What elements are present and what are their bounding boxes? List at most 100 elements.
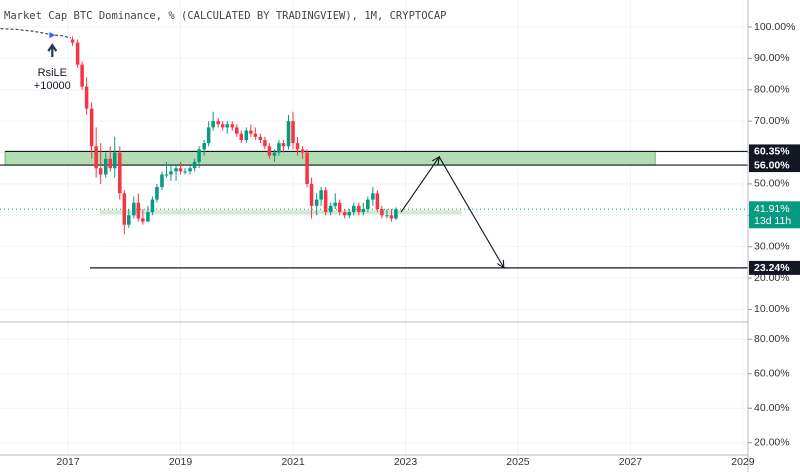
axes: 2017 2019 2021 2023 2025 2027 2029 100.00% 90.00…: [56, 21, 800, 468]
price-label-box: [749, 158, 800, 173]
countdown-label: 13d 11h: [754, 215, 791, 227]
signal-marker: [49, 32, 56, 39]
candle-body: [328, 205, 333, 213]
candle-body: [225, 124, 229, 128]
candle-body: [220, 124, 225, 128]
candle-body: [361, 209, 366, 213]
candle-body: [366, 199, 370, 210]
y-tick-label: 30.00%: [754, 240, 790, 252]
x-tick-label: 2019: [169, 456, 193, 468]
candle-body: [357, 205, 361, 213]
candle-body: [127, 215, 131, 225]
candle-body: [103, 158, 108, 175]
candle-body: [188, 168, 192, 172]
candle-body: [272, 152, 277, 156]
candle-body: [211, 121, 215, 128]
y-tick-label: 80.00%: [754, 333, 790, 345]
y-tick-label: 40.00%: [754, 402, 790, 414]
candle-body: [300, 149, 305, 153]
candle-body: [183, 171, 187, 173]
candle-body: [132, 202, 136, 216]
candle-body: [351, 205, 356, 213]
candle-body: [333, 202, 337, 206]
candle-body: [277, 143, 281, 153]
candle-body: [319, 190, 323, 200]
candle-body: [98, 168, 103, 175]
price-label-box: [749, 260, 800, 275]
history-line: [0, 27, 72, 39]
candle-body: [206, 127, 211, 144]
last-price-box: [749, 201, 800, 229]
candle-body: [291, 121, 295, 144]
candle-body: [146, 212, 150, 222]
candle-body: [295, 143, 300, 150]
candle-body: [155, 187, 159, 200]
candle-body: [94, 146, 98, 169]
candle-body: [197, 149, 201, 162]
candle-body: [112, 152, 117, 169]
price-label: 56.00%: [754, 159, 790, 171]
candle-body: [118, 152, 122, 194]
x-tick-label: 2025: [506, 456, 530, 468]
candle-body: [216, 121, 220, 125]
x-tick-label: 2027: [619, 456, 643, 468]
candle-body: [89, 108, 94, 147]
candle-body: [281, 143, 286, 147]
x-tick-label: 2017: [56, 456, 80, 468]
y-tick-label: 50.00%: [754, 178, 790, 190]
candle-body: [178, 168, 183, 172]
candle-body: [80, 64, 84, 87]
candle-body: [263, 139, 267, 147]
signal-label: RsiLE: [38, 67, 67, 79]
y-tick-label: 60.00%: [754, 368, 790, 380]
x-tick-label: 2029: [731, 456, 755, 468]
candle-body: [174, 168, 178, 172]
candle-body: [305, 152, 309, 184]
candle-body: [394, 209, 398, 219]
arrow-head: [496, 259, 505, 269]
arrow-head: [432, 155, 440, 165]
signal-qty: +10000: [34, 80, 71, 92]
candle-body: [309, 183, 314, 206]
candle-body: [84, 86, 89, 109]
y-tick-label: 70.00%: [754, 115, 790, 127]
plot-area: [0, 27, 748, 269]
candle-body: [258, 136, 263, 140]
price-label-box: [749, 144, 800, 159]
x-tick-label: 2021: [281, 456, 305, 468]
last-price-label: 41.91%: [754, 203, 790, 215]
candle-body: [389, 215, 394, 219]
candle-body: [75, 42, 80, 65]
candle-body: [323, 190, 328, 213]
candle-body: [385, 215, 389, 217]
candle-body: [314, 199, 319, 206]
y-tick-label: 80.00%: [754, 84, 790, 96]
candle-body: [347, 212, 352, 216]
candle-body: [371, 193, 375, 200]
candle-body: [342, 212, 347, 216]
x-tick-label: 2023: [394, 456, 418, 468]
candle-body: [192, 161, 197, 169]
price-label: 60.35%: [754, 146, 790, 158]
candle-body: [230, 124, 235, 128]
y-tick-label: 20.00%: [754, 437, 790, 449]
candle-body: [249, 130, 253, 134]
price-label: 23.24%: [754, 262, 790, 274]
candle-body: [136, 202, 141, 219]
candle-body: [253, 133, 258, 137]
candle-body: [202, 143, 206, 150]
chart-title: Market Cap BTC Dominance, % (CALCULATED …: [4, 10, 447, 22]
candle-body: [375, 193, 380, 210]
signal-arrow: [47, 43, 58, 58]
candle-body: [267, 146, 272, 156]
y-tick-label: 10.00%: [754, 303, 790, 315]
candle-body: [169, 171, 173, 175]
zone: [4, 150, 656, 166]
candle-body: [141, 218, 145, 222]
candle-body: [286, 121, 291, 147]
candle-body: [235, 127, 239, 134]
candle-body: [239, 133, 244, 140]
candle-body: [164, 174, 169, 176]
candle-body: [150, 199, 155, 213]
